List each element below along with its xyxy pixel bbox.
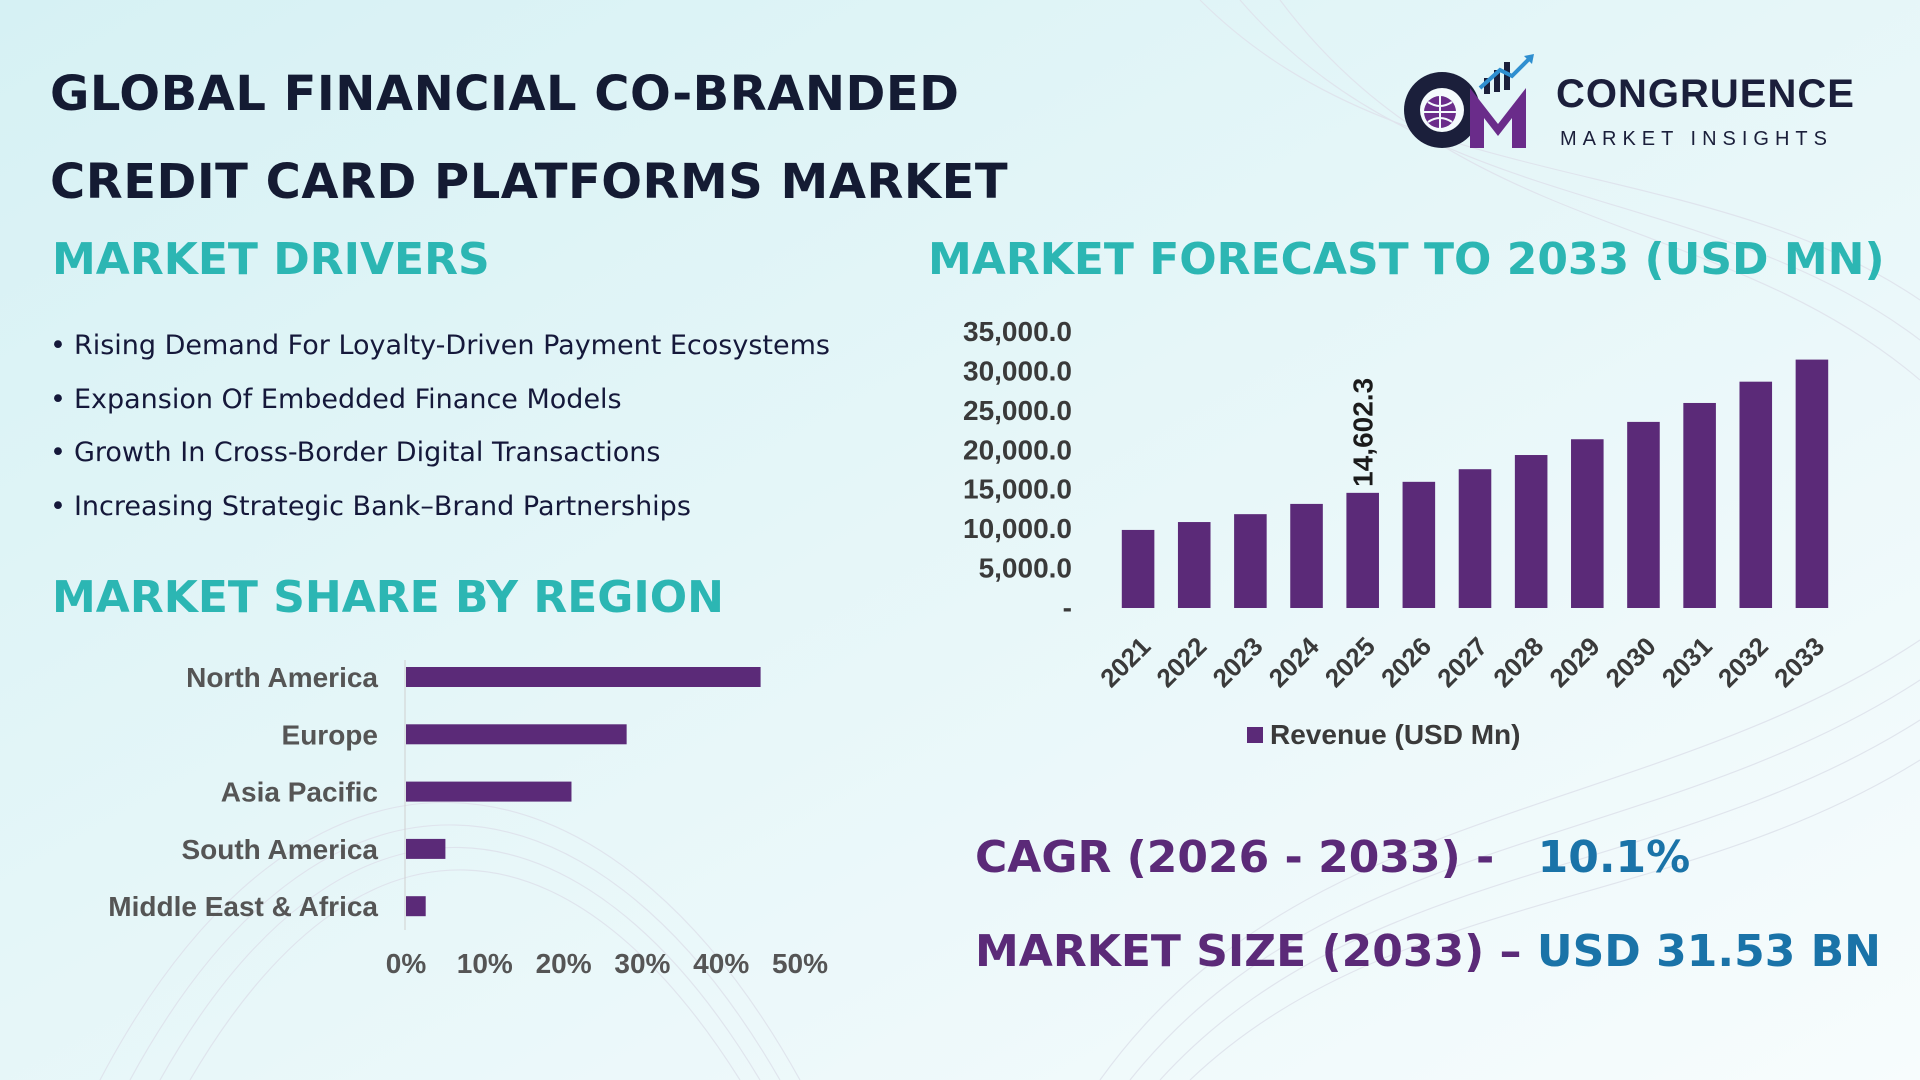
x-tick-label: 2023: [1207, 631, 1269, 693]
y-tick-label: 5,000.0: [979, 553, 1072, 584]
bullet-icon: •: [50, 490, 66, 522]
region-bar: [406, 781, 572, 802]
cagr-stat: CAGR (2026 - 2033) - 10.1%: [975, 832, 1690, 883]
market-size-value: USD 31.53 BN: [1536, 926, 1881, 977]
region-bar: [406, 896, 426, 917]
region-bar: [406, 724, 627, 745]
title-line-1: GLOBAL FINANCIAL CO-BRANDED: [50, 66, 960, 122]
driver-text: Rising Demand For Loyalty-Driven Payment…: [73, 330, 830, 361]
driver-item: • Growth In Cross-Border Digital Transact…: [50, 433, 830, 487]
forecast-bar: [1683, 402, 1716, 608]
forecast-bar: [1627, 421, 1660, 608]
y-tick-label: 35,000.0: [963, 316, 1072, 347]
x-tick-label: 30%: [614, 948, 670, 979]
logo-wordmark: CONGRUENCE: [1556, 72, 1855, 116]
driver-item: • Rising Demand For Loyalty-Driven Paymen…: [50, 326, 830, 380]
y-tick-label: 20,000.0: [963, 434, 1072, 465]
x-tick-label: 2028: [1487, 631, 1549, 693]
forecast-bar: [1234, 514, 1267, 608]
market-forecast-heading: MARKET FORECAST TO 2033 (USD MN): [928, 234, 1885, 285]
forecast-bar: [1458, 469, 1492, 608]
x-tick-label: 2025: [1319, 631, 1381, 693]
y-tick-label: 15,000.0: [963, 474, 1072, 505]
region-bar: [406, 667, 761, 687]
driver-item: • Expansion Of Embedded Finance Models: [50, 380, 830, 434]
x-tick-label: 2033: [1768, 631, 1830, 693]
region-label: South America: [181, 834, 378, 865]
logo-tagline: MARKET INSIGHTS: [1560, 128, 1833, 150]
forecast-bar: [1346, 492, 1379, 608]
forecast-bar: [1514, 455, 1548, 608]
logo-mark-icon: [1404, 54, 1534, 148]
bullet-icon: •: [50, 330, 66, 361]
legend-swatch: [1247, 727, 1263, 743]
forecast-bar: [1121, 529, 1155, 608]
forecast-bar: [1290, 503, 1323, 608]
x-tick-label: 10%: [457, 948, 513, 979]
drivers-list: • Rising Demand For Loyalty-Driven Paymen…: [50, 326, 830, 540]
forecast-bar: [1795, 359, 1829, 608]
driver-text: Growth In Cross-Border Digital Transacti…: [73, 437, 661, 468]
x-tick-label: 2030: [1600, 631, 1662, 693]
bullet-icon: •: [50, 437, 66, 468]
driver-text: Increasing Strategic Bank–Brand Partners…: [73, 490, 691, 522]
forecast-bar: [1402, 481, 1436, 608]
forecast-bar: [1177, 522, 1211, 608]
region-label: Middle East & Africa: [108, 891, 378, 922]
market-share-heading: MARKET SHARE BY REGION: [52, 572, 724, 623]
forecast-bar: [1739, 381, 1773, 608]
market-drivers-heading: MARKET DRIVERS: [52, 234, 490, 285]
forecast-bar-chart: - 5,000.0 10,000.0 15,000.0 20,000.0 25,000.0…: [963, 316, 1830, 750]
x-tick-label: 50%: [772, 948, 828, 979]
region-share-chart: North America Europe Asia Pacific South Ame…: [108, 660, 828, 979]
y-tick-label: 30,000.0: [963, 355, 1072, 386]
driver-item: • Increasing Strategic Bank–Brand Partner…: [50, 487, 830, 541]
x-tick-label: 2024: [1263, 631, 1325, 693]
x-tick-label: 2021: [1094, 631, 1156, 693]
forecast-bar: [1571, 439, 1604, 608]
x-tick-label: 2032: [1712, 631, 1774, 693]
y-tick-label: 10,000.0: [963, 513, 1072, 544]
y-tick-label: 25,000.0: [963, 395, 1072, 426]
x-tick-label: 0%: [386, 948, 427, 979]
bullet-icon: •: [50, 383, 66, 415]
x-tick-label: 2027: [1431, 631, 1493, 693]
market-size-label: MARKET SIZE (2033) –: [975, 926, 1522, 977]
cagr-label: CAGR (2026 - 2033) -: [975, 832, 1495, 883]
x-tick-label: 2031: [1656, 631, 1718, 693]
region-label: North America: [186, 662, 378, 693]
region-bar: [406, 838, 446, 859]
legend-label: Revenue (USD Mn): [1270, 719, 1520, 750]
data-label: 14,602.3: [1348, 378, 1379, 487]
region-label: Europe: [282, 719, 378, 750]
region-label: Asia Pacific: [221, 777, 378, 808]
company-logo: CONGRUENCE MARKET INSIGHTS: [1400, 52, 1870, 162]
x-tick-label: 2029: [1543, 631, 1605, 693]
market-size-stat: MARKET SIZE (2033) – USD 31.53 BN: [975, 926, 1881, 977]
page-title: GLOBAL FINANCIAL CO-BRANDED CREDIT CARD …: [50, 50, 1008, 226]
x-tick-label: 2026: [1375, 631, 1437, 693]
x-tick-label: 20%: [536, 948, 592, 979]
title-line-2: CREDIT CARD PLATFORMS MARKET: [50, 154, 1009, 210]
driver-text: Expansion Of Embedded Finance Models: [73, 383, 622, 415]
x-tick-label: 2022: [1150, 631, 1212, 693]
x-tick-label: 40%: [693, 948, 749, 979]
y-tick-label: -: [1063, 592, 1072, 623]
cagr-value: 10.1%: [1537, 832, 1691, 883]
